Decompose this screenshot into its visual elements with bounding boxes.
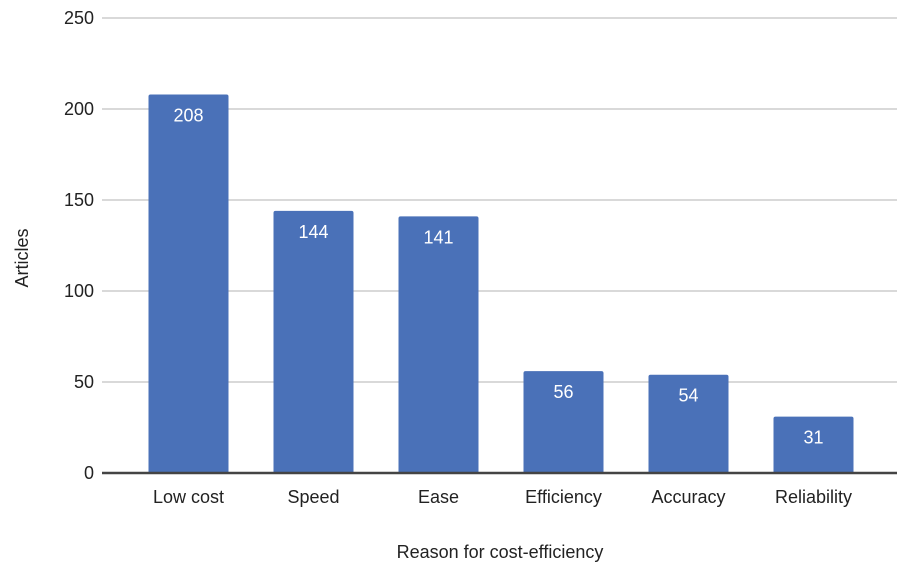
data-label: 56 xyxy=(553,382,573,402)
y-tick-label: 250 xyxy=(64,8,94,28)
x-tick-label: Speed xyxy=(287,487,339,507)
y-tick-label: 150 xyxy=(64,190,94,210)
y-tick-label: 200 xyxy=(64,99,94,119)
bar xyxy=(523,371,604,473)
bar xyxy=(398,216,479,473)
bar xyxy=(273,210,354,474)
bar xyxy=(148,94,229,473)
x-tick-label: Efficiency xyxy=(525,487,602,507)
x-tick-label: Low cost xyxy=(153,487,224,507)
y-tick-label: 0 xyxy=(84,463,94,483)
data-label: 144 xyxy=(298,222,328,242)
bars xyxy=(148,94,854,474)
y-tick-label: 50 xyxy=(74,372,94,392)
bar xyxy=(773,416,854,473)
data-label: 54 xyxy=(678,386,698,406)
y-axis-title: Articles xyxy=(12,228,32,287)
bar xyxy=(648,374,729,473)
data-label: 31 xyxy=(803,428,823,448)
x-axis-title: Reason for cost-efficiency xyxy=(397,542,604,562)
x-tick-label: Ease xyxy=(418,487,459,507)
data-label: 141 xyxy=(423,227,453,247)
data-label: 208 xyxy=(173,105,203,125)
data-labels: 208 144 141 56 54 31 xyxy=(173,105,823,447)
y-axis-ticks: 0 50 100 150 200 250 xyxy=(64,8,94,483)
gridlines xyxy=(102,17,897,383)
x-tick-label: Reliability xyxy=(775,487,852,507)
y-tick-label: 100 xyxy=(64,281,94,301)
x-axis-ticks: Low cost Speed Ease Efficiency Accuracy Relia… xyxy=(153,487,852,507)
x-tick-label: Accuracy xyxy=(651,487,725,507)
